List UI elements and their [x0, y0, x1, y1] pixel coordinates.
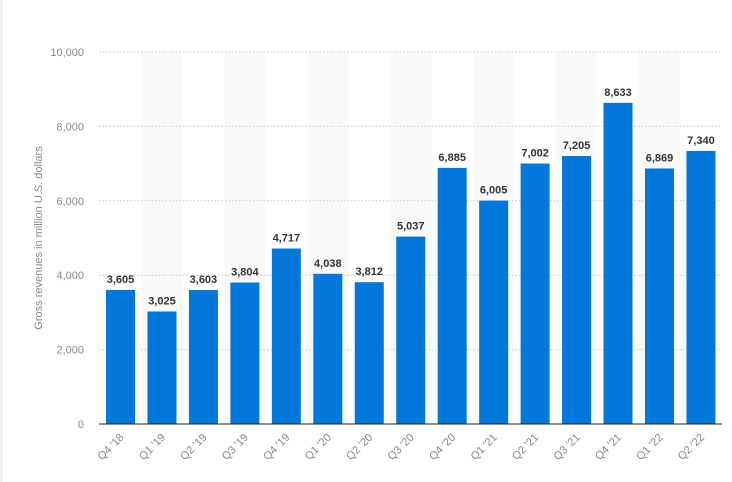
y-tick-label: 0	[78, 419, 84, 431]
data-label: 5,037	[397, 221, 425, 233]
x-tick-label: Q1 '19	[137, 432, 168, 463]
data-label: 3,603	[190, 274, 218, 286]
data-label: 8,633	[604, 87, 632, 99]
data-label: 4,038	[314, 258, 342, 270]
bar	[106, 289, 135, 424]
y-tick-label: 10,000	[50, 47, 84, 59]
bar	[313, 273, 343, 424]
bar	[147, 311, 177, 424]
x-tick-label: Q4 '20	[427, 432, 458, 463]
data-label: 6,005	[480, 185, 508, 197]
x-tick-label: Q2 '19	[178, 432, 209, 463]
bar	[686, 150, 716, 424]
y-tick-label: 8,000	[56, 121, 84, 133]
x-tick-label: Q4 '19	[261, 432, 292, 463]
bar	[479, 200, 509, 424]
data-label: 7,002	[521, 148, 549, 160]
x-tick-label: Q2 '21	[510, 432, 541, 463]
bar	[603, 102, 633, 424]
data-label: 7,340	[687, 135, 715, 147]
data-label: 7,205	[563, 140, 591, 152]
data-label: 3,605	[107, 274, 135, 286]
x-tick-label: Q4 '21	[593, 432, 624, 463]
x-tick-label: Q1 '20	[303, 432, 334, 463]
x-tick-label: Q3 '20	[386, 432, 417, 463]
bar	[437, 167, 467, 425]
bar	[354, 282, 384, 424]
x-tick-label: Q2 '20	[344, 432, 375, 463]
data-label: 3,025	[148, 295, 176, 307]
data-label: 6,885	[438, 152, 466, 164]
x-tick-label: Q3 '19	[220, 432, 251, 463]
data-label: 3,804	[231, 266, 259, 278]
x-tick-label: Q1 '22	[634, 432, 665, 463]
data-label: 3,812	[355, 266, 383, 278]
y-tick-label: 6,000	[56, 196, 84, 208]
x-tick-label: Q4 '18	[95, 432, 126, 463]
y-tick-label: 4,000	[56, 270, 84, 282]
data-label: 6,869	[646, 152, 674, 164]
data-label: 4,717	[273, 233, 301, 245]
y-axis-label: Gross revenues in million U.S. dollars	[33, 146, 45, 330]
bar	[188, 289, 218, 424]
x-tick-label: Q1 '21	[469, 432, 500, 463]
bar	[562, 155, 592, 424]
bar	[396, 236, 426, 424]
x-tick-label: Q3 '21	[552, 432, 583, 463]
bar	[230, 282, 260, 424]
y-tick-label: 2,000	[56, 345, 84, 357]
bar	[520, 163, 550, 424]
bar	[271, 248, 301, 424]
bar	[644, 168, 674, 424]
x-tick-label: Q2 '22	[676, 432, 707, 463]
